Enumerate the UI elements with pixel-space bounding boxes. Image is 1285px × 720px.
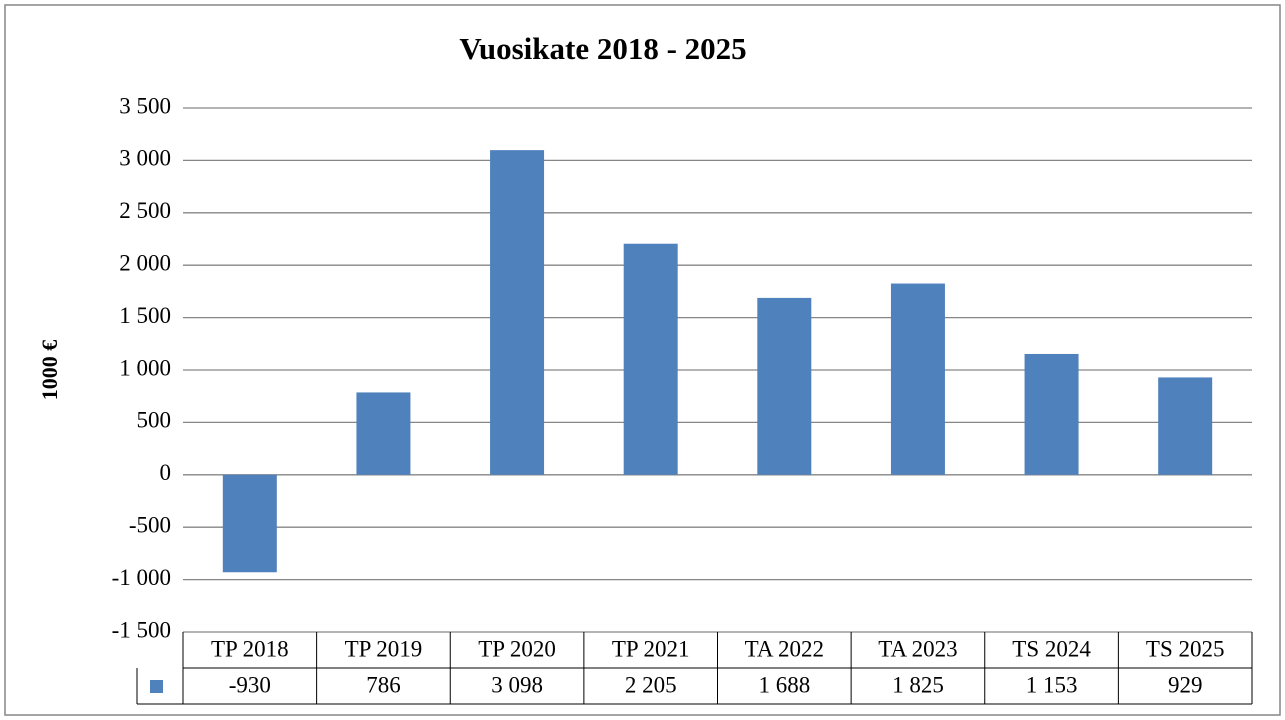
y-tick-label: -1 000 — [112, 565, 171, 590]
table-value: 3 098 — [491, 672, 543, 697]
y-tick-label: 2 000 — [119, 250, 171, 275]
x-tick-label: TP 2020 — [478, 636, 556, 661]
x-tick-label: TP 2018 — [211, 636, 289, 661]
bar — [1158, 377, 1213, 475]
bar — [757, 297, 812, 475]
y-tick-label: 2 500 — [119, 198, 171, 223]
x-tick-label: TP 2019 — [345, 636, 423, 661]
x-tick-label: TA 2022 — [745, 636, 824, 661]
table-value: 2 205 — [625, 672, 677, 697]
y-tick-label: 500 — [137, 408, 172, 433]
x-tick-label: TS 2024 — [1012, 636, 1091, 661]
x-tick-label: TP 2021 — [612, 636, 690, 661]
chart-title: Vuosikate 2018 - 2025 — [459, 31, 746, 66]
legend-key — [150, 680, 163, 693]
y-axis-label: 1000 € — [37, 340, 62, 401]
y-tick-label: 1 000 — [119, 355, 171, 380]
bar — [1024, 353, 1079, 475]
x-tick-label: TS 2025 — [1146, 636, 1225, 661]
table-value: 1 153 — [1026, 672, 1078, 697]
table-value: 786 — [366, 672, 401, 697]
bar — [490, 150, 545, 475]
y-tick-label: -500 — [129, 512, 171, 537]
table-value: 929 — [1168, 672, 1203, 697]
bar — [623, 243, 678, 475]
table-value: 1 825 — [892, 672, 944, 697]
bar — [222, 474, 277, 573]
y-tick-label: 1 500 — [119, 303, 171, 328]
x-tick-label: TA 2023 — [878, 636, 957, 661]
y-tick-label: -1 500 — [112, 617, 171, 642]
y-tick-label: 3 500 — [119, 93, 171, 118]
table-value: 1 688 — [758, 672, 810, 697]
bar — [356, 392, 411, 475]
table-value: -930 — [229, 672, 271, 697]
y-tick-label: 3 000 — [119, 146, 171, 171]
bar — [890, 283, 945, 475]
y-tick-label: 0 — [160, 460, 172, 485]
